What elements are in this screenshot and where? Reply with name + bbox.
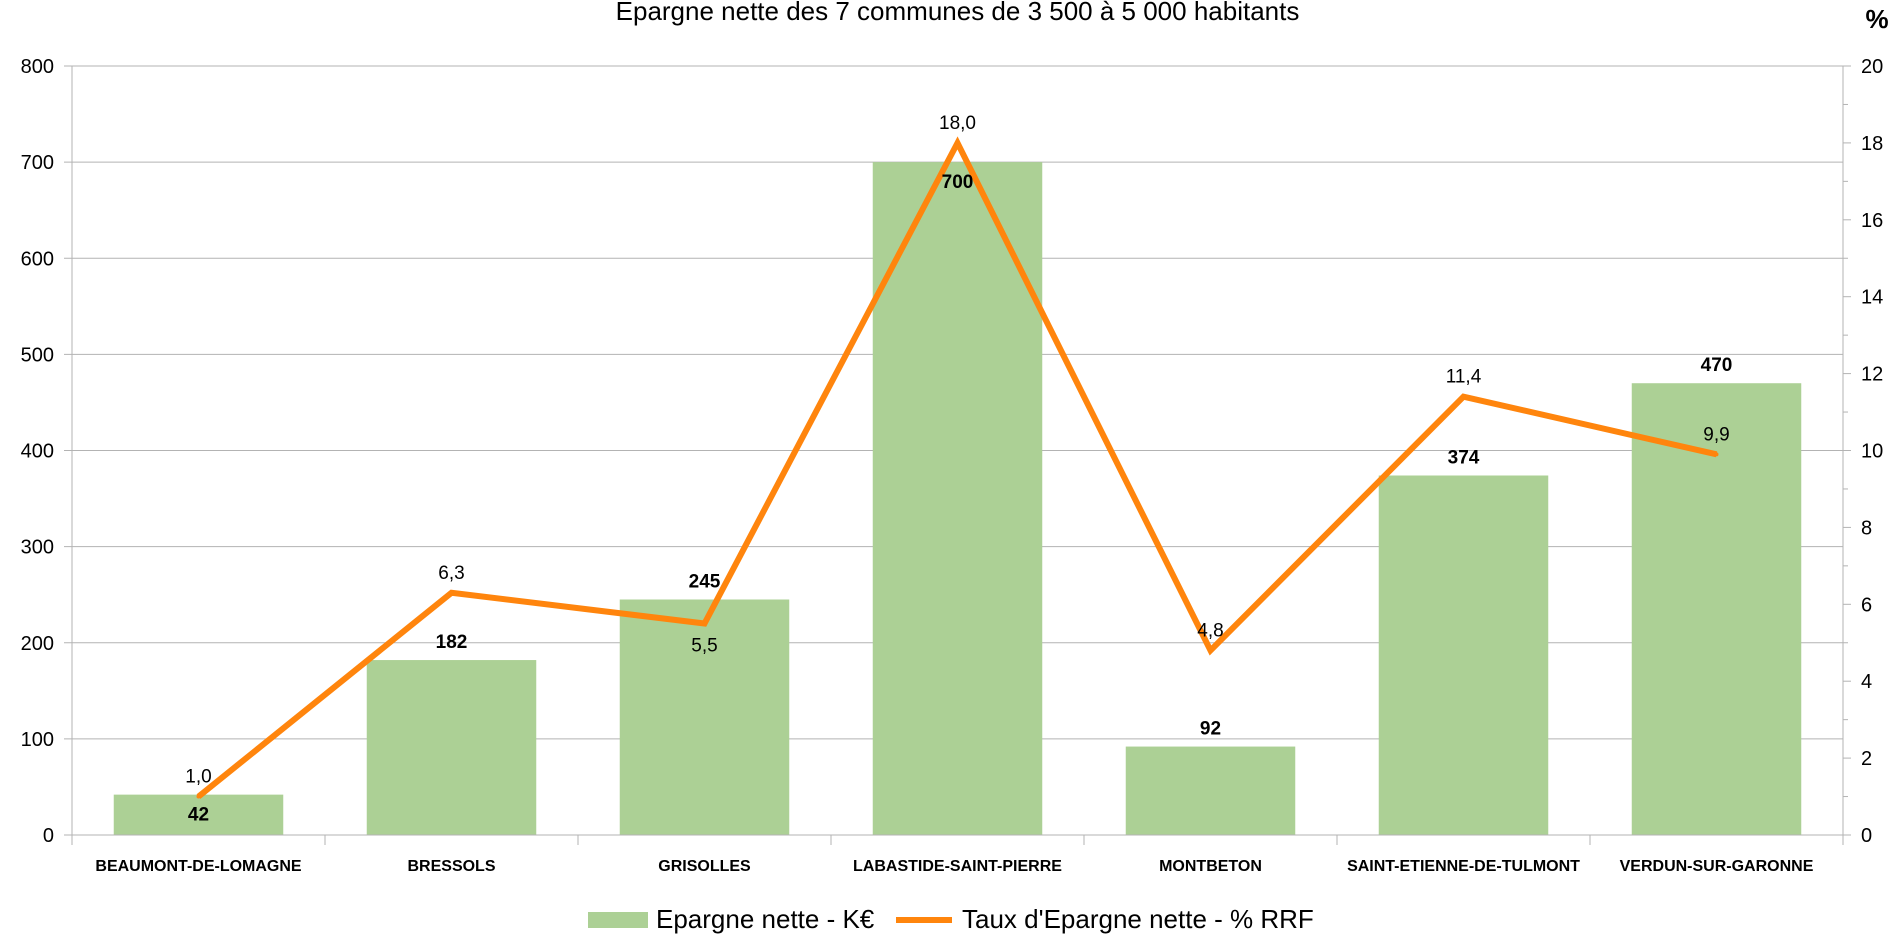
legend: Epargne nette - K€ Taux d'Epargne nette -… — [588, 904, 1314, 934]
right-tick-label: 14 — [1861, 287, 1883, 309]
line-point — [702, 621, 707, 626]
line-value-label: 18,0 — [939, 113, 976, 134]
legend-swatch-bar — [588, 912, 648, 928]
left-tick-label: 300 — [21, 537, 54, 559]
left-tick-label: 600 — [21, 248, 54, 270]
right-tick-label: 6 — [1861, 594, 1872, 616]
bar-series — [113, 162, 1802, 835]
bar-value-label: 92 — [1200, 719, 1221, 740]
bar — [872, 162, 1043, 835]
right-tick-label: 8 — [1861, 517, 1872, 539]
right-tick-label: 20 — [1861, 56, 1883, 78]
bar-value-label: 182 — [436, 632, 468, 653]
data-labels: 42 182 245 700 92 374 470 1,0 6,3 5,5 18,0 4,8 11,4 9… — [185, 113, 1732, 826]
bar — [113, 794, 284, 835]
line-value-label: 1,0 — [185, 767, 211, 788]
line-point — [196, 794, 201, 799]
bar — [1125, 746, 1296, 835]
x-tick-label: MONTBETON — [1159, 858, 1262, 875]
bar — [1378, 475, 1549, 835]
line-value-label: 4,8 — [1197, 620, 1223, 641]
chart-title: Epargne nette des 7 communes de 3 500 à … — [616, 0, 1300, 26]
line-point — [1461, 394, 1466, 399]
bar-value-label: 470 — [1701, 355, 1733, 376]
right-tick-label: 12 — [1861, 364, 1883, 386]
bar — [366, 660, 537, 835]
right-tick-label: 10 — [1861, 441, 1883, 463]
line-point — [1208, 648, 1213, 653]
line-point — [1714, 452, 1719, 457]
right-tick-label: 2 — [1861, 748, 1872, 770]
legend-label-line: Taux d'Epargne nette - % RRF — [962, 904, 1314, 934]
right-tick-label: 0 — [1861, 825, 1872, 847]
x-tick-label: VERDUN-SUR-GARONNE — [1620, 858, 1814, 875]
bar-value-label: 245 — [689, 571, 721, 592]
x-tick-label: GRISOLLES — [658, 858, 751, 875]
bar-value-label: 42 — [188, 805, 209, 826]
x-tick-label: BRESSOLS — [407, 858, 495, 875]
left-tick-label: 100 — [21, 729, 54, 751]
left-tick-label: 200 — [21, 633, 54, 655]
legend-label-bar: Epargne nette - K€ — [656, 904, 875, 934]
x-tick-label: LABASTIDE-SAINT-PIERRE — [853, 858, 1062, 875]
line-point — [449, 590, 454, 595]
line-value-label: 5,5 — [691, 636, 717, 657]
bar — [1631, 383, 1802, 835]
bar — [619, 599, 790, 835]
line-value-label: 9,9 — [1703, 424, 1729, 445]
right-tick-label: 16 — [1861, 210, 1883, 232]
line-point — [955, 140, 960, 145]
bar-value-label: 700 — [942, 172, 974, 193]
x-tick-label: SAINT-ETIENNE-DE-TULMONT — [1347, 858, 1580, 875]
right-tick-label: 4 — [1861, 671, 1872, 693]
left-tick-label: 800 — [21, 56, 54, 78]
left-tick-label: 700 — [21, 152, 54, 174]
line-value-label: 6,3 — [438, 563, 464, 584]
x-tick-label: BEAUMONT-DE-LOMAGNE — [95, 858, 302, 875]
axes: 0 100 200 300 400 500 600 700 800 0 2 4 6 8 10 12 14 16 18… — [21, 56, 1884, 875]
right-axis-unit: % — [1865, 4, 1888, 34]
left-tick-label: 400 — [21, 441, 54, 463]
line-value-label: 11,4 — [1446, 367, 1482, 388]
right-tick-label: 18 — [1861, 133, 1883, 155]
line-series — [196, 136, 1719, 799]
bar-value-label: 374 — [1448, 447, 1480, 468]
left-tick-label: 0 — [43, 825, 54, 847]
left-tick-label: 500 — [21, 344, 54, 366]
